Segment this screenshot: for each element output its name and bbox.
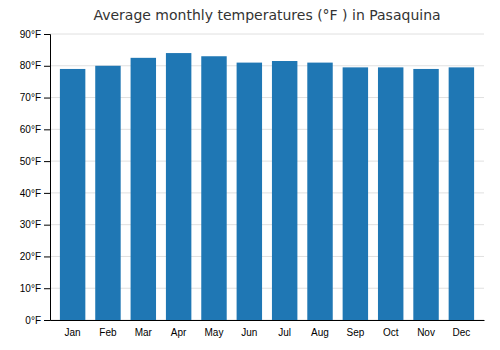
x-tick: Oct	[383, 327, 399, 338]
x-tick-label: Sep	[346, 327, 364, 338]
x-tick-label: Jun	[241, 327, 257, 338]
x-tick: Aug	[311, 327, 329, 338]
x-tick-label: Nov	[417, 327, 435, 338]
y-tick-mark	[44, 129, 50, 130]
x-tick-label: Jan	[65, 327, 81, 338]
y-tick: 40°F	[20, 188, 50, 199]
x-tick-label: Dec	[452, 327, 470, 338]
y-tick-mark	[44, 161, 50, 162]
bar	[413, 69, 438, 320]
y-tick-label: 50°F	[20, 156, 41, 167]
x-tick-label: Apr	[171, 327, 187, 338]
x-tick-label: May	[205, 327, 224, 338]
y-tick-mark	[44, 66, 50, 67]
bar	[95, 66, 120, 320]
y-tick: 10°F	[20, 283, 50, 294]
bar	[60, 69, 85, 320]
bar	[166, 53, 191, 320]
x-tick: Feb	[99, 327, 117, 338]
x-tick: Sep	[346, 327, 364, 338]
x-tick-label: Jul	[278, 327, 291, 338]
x-axis-line	[51, 320, 485, 321]
y-tick: 20°F	[20, 251, 50, 262]
x-tick-label: Aug	[311, 327, 329, 338]
y-tick: 60°F	[20, 124, 50, 135]
y-tick: 80°F	[20, 60, 50, 71]
bar	[131, 58, 156, 320]
x-tick: Mar	[135, 327, 153, 338]
y-tick-mark	[44, 98, 50, 99]
title: Average monthly temperatures (°F ) in Pa…	[93, 7, 440, 23]
bar	[237, 63, 262, 320]
y-tick-label: 80°F	[20, 60, 41, 71]
x-tick: Nov	[417, 327, 435, 338]
y-axis: 0°F 10°F 20°F 30°F 40°F 50°F 60°F 70°F 80°F 90°F	[20, 29, 51, 326]
y-tick-mark	[44, 225, 50, 226]
grid-line	[50, 34, 484, 35]
bar	[378, 67, 403, 320]
y-tick-mark	[44, 256, 50, 257]
bar	[307, 63, 332, 320]
y-tick-label: 90°F	[20, 29, 41, 40]
y-axis-line	[44, 35, 51, 321]
y-tick-mark	[44, 320, 50, 321]
bar	[343, 67, 368, 320]
x-tick: Jul	[278, 327, 291, 338]
x-tick: Jan	[65, 327, 81, 338]
x-tick: Jun	[241, 327, 257, 338]
x-tick: May	[205, 327, 224, 338]
bar	[201, 56, 226, 320]
y-tick-mark	[44, 34, 50, 35]
x-tick: Apr	[171, 327, 187, 338]
y-tick-label: 0°F	[25, 315, 41, 326]
y-tick: 50°F	[20, 156, 50, 167]
y-tick: 90°F	[20, 29, 50, 40]
y-tick-label: 40°F	[20, 188, 41, 199]
y-tick-label: 30°F	[20, 219, 41, 230]
x-tick-label: Mar	[135, 327, 153, 338]
y-tick: 30°F	[20, 219, 50, 230]
chart-container: Jan Feb Mar Apr May Jun Jul Aug Sep Oct Nov Dec 0°F 1…	[0, 0, 500, 350]
y-tick-label: 60°F	[20, 124, 41, 135]
y-tick: 70°F	[20, 92, 50, 103]
y-tick-mark	[44, 193, 50, 194]
x-tick: Dec	[452, 327, 470, 338]
y-tick: 0°F	[25, 315, 50, 326]
x-tick-label: Oct	[383, 327, 399, 338]
y-tick-label: 70°F	[20, 92, 41, 103]
bar	[449, 67, 474, 320]
x-tick-label: Feb	[99, 327, 117, 338]
y-tick-mark	[44, 288, 50, 289]
y-tick-label: 20°F	[20, 251, 41, 262]
y-tick-label: 10°F	[20, 283, 41, 294]
grid	[50, 34, 484, 320]
chart-svg: Jan Feb Mar Apr May Jun Jul Aug Sep Oct Nov Dec 0°F 1…	[0, 0, 500, 350]
x-axis: Jan Feb Mar Apr May Jun Jul Aug Sep Oct Nov Dec	[51, 321, 485, 339]
bars	[60, 53, 474, 320]
bar	[272, 61, 297, 320]
